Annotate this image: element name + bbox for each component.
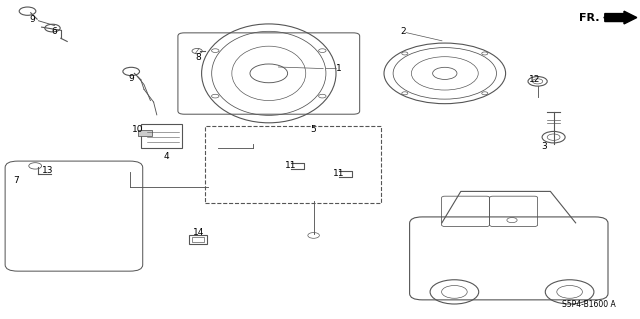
Text: 12: 12 <box>529 75 540 84</box>
Text: 11: 11 <box>285 161 297 170</box>
Text: 10: 10 <box>132 125 143 134</box>
Bar <box>141 124 182 148</box>
Text: 6: 6 <box>52 27 57 36</box>
Text: 14: 14 <box>193 228 204 237</box>
Text: 8: 8 <box>196 53 201 62</box>
Bar <box>138 130 152 136</box>
Text: 4: 4 <box>164 152 169 161</box>
Text: 9: 9 <box>129 74 134 83</box>
Text: 9: 9 <box>29 15 35 24</box>
Text: 5: 5 <box>311 125 316 134</box>
FancyArrow shape <box>605 11 637 24</box>
Text: 11: 11 <box>333 169 345 178</box>
Text: 7: 7 <box>13 176 19 185</box>
Text: 2: 2 <box>401 27 406 36</box>
Text: 1: 1 <box>337 64 342 73</box>
Text: FR.: FR. <box>579 12 600 23</box>
Bar <box>192 237 204 242</box>
Text: 3: 3 <box>541 142 547 151</box>
Bar <box>189 235 207 244</box>
Text: S5P4-B1600 A: S5P4-B1600 A <box>562 300 616 309</box>
Text: 13: 13 <box>42 166 54 175</box>
